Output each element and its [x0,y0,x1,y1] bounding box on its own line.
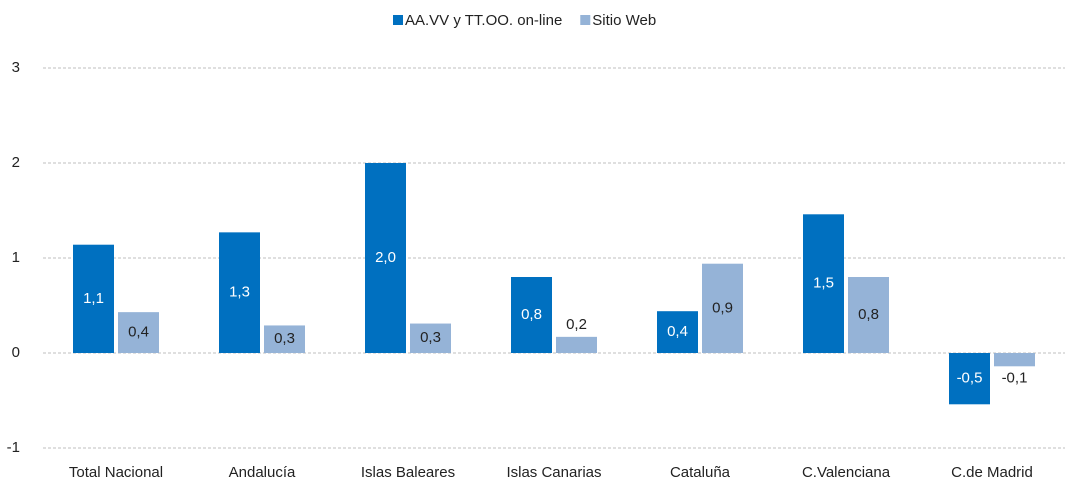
x-tick-label: Total Nacional [69,464,163,481]
bar [556,336,597,353]
bar [994,353,1035,367]
value-label: 0,4 [667,323,688,340]
bar [219,232,260,353]
value-label: 2,0 [375,249,396,266]
value-label: -0,1 [1002,369,1028,386]
x-tick-label: C.Valenciana [802,464,891,481]
legend-swatch [393,15,403,25]
x-tick-label: C.de Madrid [951,464,1033,481]
value-label: 0,3 [274,330,295,347]
value-label: 1,1 [83,290,104,307]
legend-label: Sitio Web [592,12,656,29]
bar [365,163,406,353]
bar [848,277,889,353]
bar [118,312,159,353]
legend-swatch [580,15,591,25]
y-tick-label: -1 [7,439,20,456]
legend-label: AA.VV y TT.OO. on-line [405,12,562,29]
x-tick-label: Islas Canarias [506,464,601,481]
value-label: -0,5 [957,370,983,387]
y-tick-label: 3 [12,59,20,76]
bar [264,325,305,353]
bar [803,214,844,353]
value-label: 0,4 [128,324,149,341]
bar [511,277,552,353]
value-label: 0,2 [566,316,587,333]
value-label: 0,3 [420,329,441,346]
bar [949,353,990,405]
y-tick-label: 0 [12,344,20,361]
y-tick-label: 1 [12,249,20,266]
bar [410,323,451,353]
bar [657,311,698,353]
value-label: 0,8 [858,306,879,323]
bar [73,244,114,353]
value-label: 0,9 [712,299,733,316]
bar [702,263,743,353]
y-tick-label: 2 [12,154,20,171]
x-tick-label: Islas Baleares [361,464,455,481]
x-tick-label: Andalucía [229,464,296,481]
value-label: 1,5 [813,275,834,292]
value-label: 1,3 [229,284,250,301]
value-label: 0,8 [521,306,542,323]
x-tick-label: Cataluña [670,464,731,481]
